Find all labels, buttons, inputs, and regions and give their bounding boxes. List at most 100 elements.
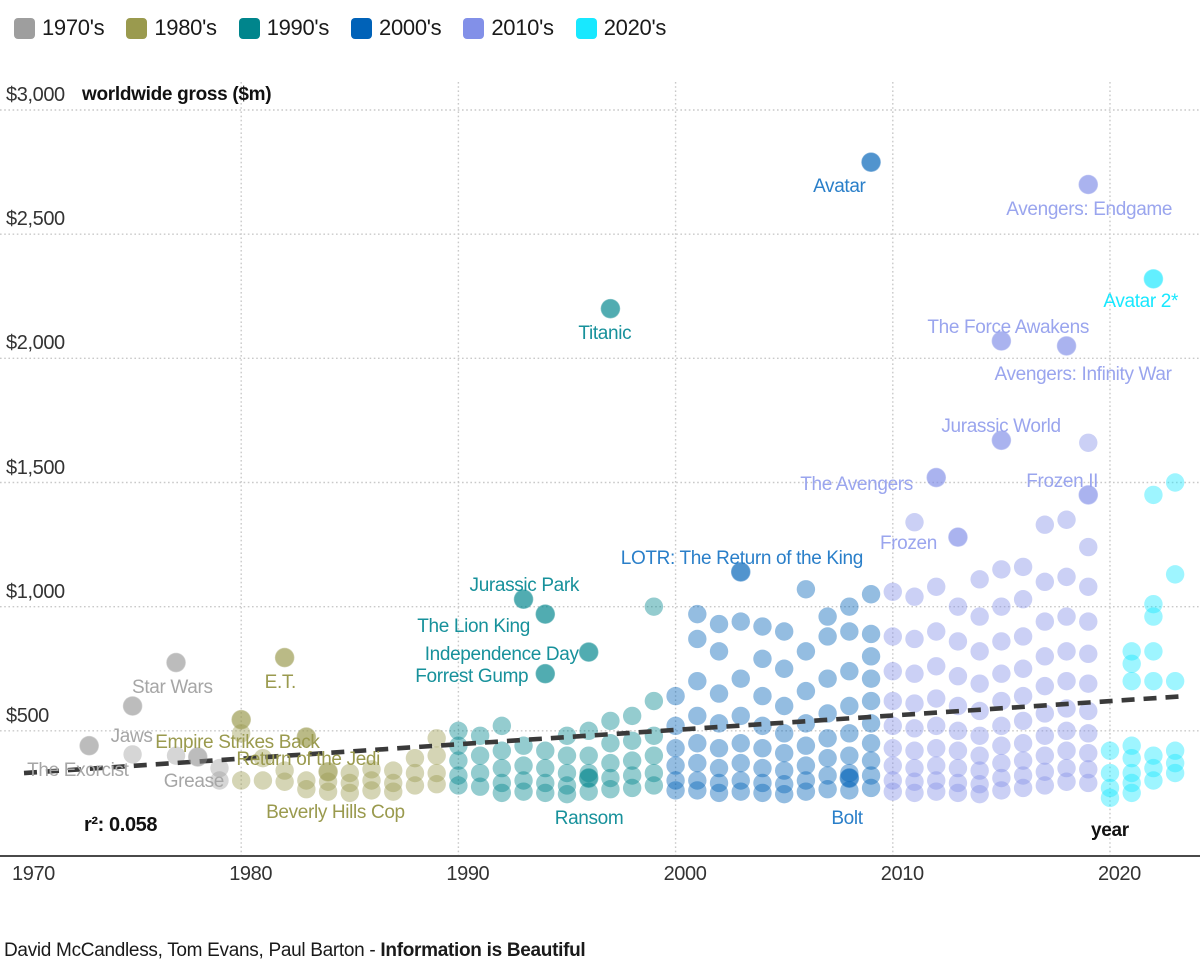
data-point[interactable] [275, 761, 294, 780]
data-point[interactable] [644, 763, 664, 783]
data-point[interactable] [514, 782, 533, 801]
data-point[interactable] [905, 783, 924, 803]
data-point[interactable] [644, 776, 664, 795]
data-point[interactable] [231, 724, 251, 743]
data-point[interactable] [753, 783, 772, 803]
data-point[interactable] [1013, 627, 1033, 646]
data-point[interactable] [970, 775, 989, 794]
data-point[interactable] [427, 746, 446, 765]
data-point[interactable] [774, 743, 794, 763]
data-point[interactable] [688, 771, 707, 790]
data-point[interactable] [1144, 642, 1163, 661]
data-point[interactable] [579, 746, 598, 765]
data-point[interactable] [601, 734, 620, 753]
highlighted-data-point[interactable] [730, 562, 751, 582]
data-point[interactable] [905, 741, 924, 760]
data-point[interactable] [840, 696, 859, 716]
highlighted-data-point[interactable] [839, 768, 860, 788]
highlighted-data-point[interactable] [122, 696, 143, 716]
data-point[interactable] [709, 614, 729, 634]
data-point[interactable] [536, 758, 555, 778]
data-point[interactable] [405, 748, 425, 768]
data-point[interactable] [601, 711, 620, 731]
data-point[interactable] [492, 741, 512, 760]
data-point[interactable] [774, 775, 794, 794]
data-point[interactable] [123, 696, 142, 716]
data-point[interactable] [1100, 741, 1120, 760]
highlighted-data-point[interactable] [79, 735, 99, 756]
data-point[interactable] [1057, 758, 1076, 778]
data-point[interactable] [861, 691, 881, 711]
legend-item-2010[interactable]: 2010's [463, 15, 554, 41]
data-point[interactable] [1013, 686, 1033, 706]
data-point[interactable] [536, 741, 555, 760]
data-point[interactable] [992, 632, 1011, 651]
data-point[interactable] [1122, 773, 1141, 793]
data-point[interactable] [731, 562, 750, 582]
data-point[interactable] [818, 779, 837, 799]
data-point[interactable] [753, 649, 772, 669]
data-point[interactable] [1100, 778, 1120, 798]
data-point[interactable] [753, 686, 772, 706]
data-point[interactable] [557, 763, 577, 783]
data-point[interactable] [948, 632, 968, 651]
data-point[interactable] [405, 763, 425, 783]
data-point[interactable] [905, 664, 924, 683]
highlighted-data-point[interactable] [948, 527, 968, 547]
data-point[interactable] [666, 781, 685, 800]
data-point[interactable] [1144, 607, 1163, 626]
data-point[interactable] [861, 778, 881, 798]
data-point[interactable] [709, 684, 729, 703]
highlighted-data-point[interactable] [1143, 269, 1164, 289]
data-point[interactable] [427, 775, 446, 794]
data-point[interactable] [970, 726, 989, 745]
data-point[interactable] [927, 689, 946, 708]
highlighted-data-point[interactable] [578, 642, 599, 662]
data-point[interactable] [427, 763, 446, 783]
data-point[interactable] [992, 560, 1011, 579]
data-point[interactable] [796, 782, 816, 801]
data-point[interactable] [927, 468, 946, 487]
data-point[interactable] [992, 431, 1011, 450]
data-point[interactable] [1013, 766, 1033, 785]
data-point[interactable] [970, 642, 989, 661]
data-point[interactable] [1013, 711, 1033, 731]
data-point[interactable] [861, 734, 881, 753]
data-point[interactable] [796, 642, 816, 661]
data-point[interactable] [536, 664, 555, 683]
data-point[interactable] [514, 771, 533, 790]
data-point[interactable] [818, 766, 837, 785]
data-point[interactable] [557, 746, 577, 765]
data-point[interactable] [1035, 647, 1055, 666]
data-point[interactable] [840, 662, 859, 681]
data-point[interactable] [818, 729, 837, 748]
data-point[interactable] [1079, 773, 1098, 793]
data-point[interactable] [688, 734, 707, 753]
data-point[interactable] [384, 761, 403, 780]
data-point[interactable] [492, 716, 512, 736]
data-point[interactable] [883, 782, 902, 801]
data-point[interactable] [601, 768, 620, 788]
data-point[interactable] [557, 726, 577, 745]
data-point[interactable] [1057, 510, 1076, 529]
data-point[interactable] [1079, 644, 1098, 664]
data-point[interactable] [601, 299, 620, 318]
data-point[interactable] [536, 604, 555, 624]
data-point[interactable] [992, 597, 1011, 616]
data-point[interactable] [1013, 778, 1033, 798]
legend-item-1990[interactable]: 1990's [238, 15, 329, 41]
data-point[interactable] [166, 653, 186, 672]
data-point[interactable] [1035, 612, 1055, 631]
data-point[interactable] [297, 779, 316, 799]
data-point[interactable] [340, 763, 359, 783]
highlighted-data-point[interactable] [166, 652, 186, 673]
data-point[interactable] [492, 773, 512, 793]
data-point[interactable] [449, 736, 468, 755]
data-point[interactable] [557, 776, 577, 795]
data-point[interactable] [709, 783, 729, 803]
data-point[interactable] [992, 781, 1011, 800]
data-point[interactable] [731, 734, 750, 753]
data-point[interactable] [1144, 671, 1163, 691]
data-point[interactable] [861, 766, 881, 785]
data-point[interactable] [927, 756, 946, 775]
